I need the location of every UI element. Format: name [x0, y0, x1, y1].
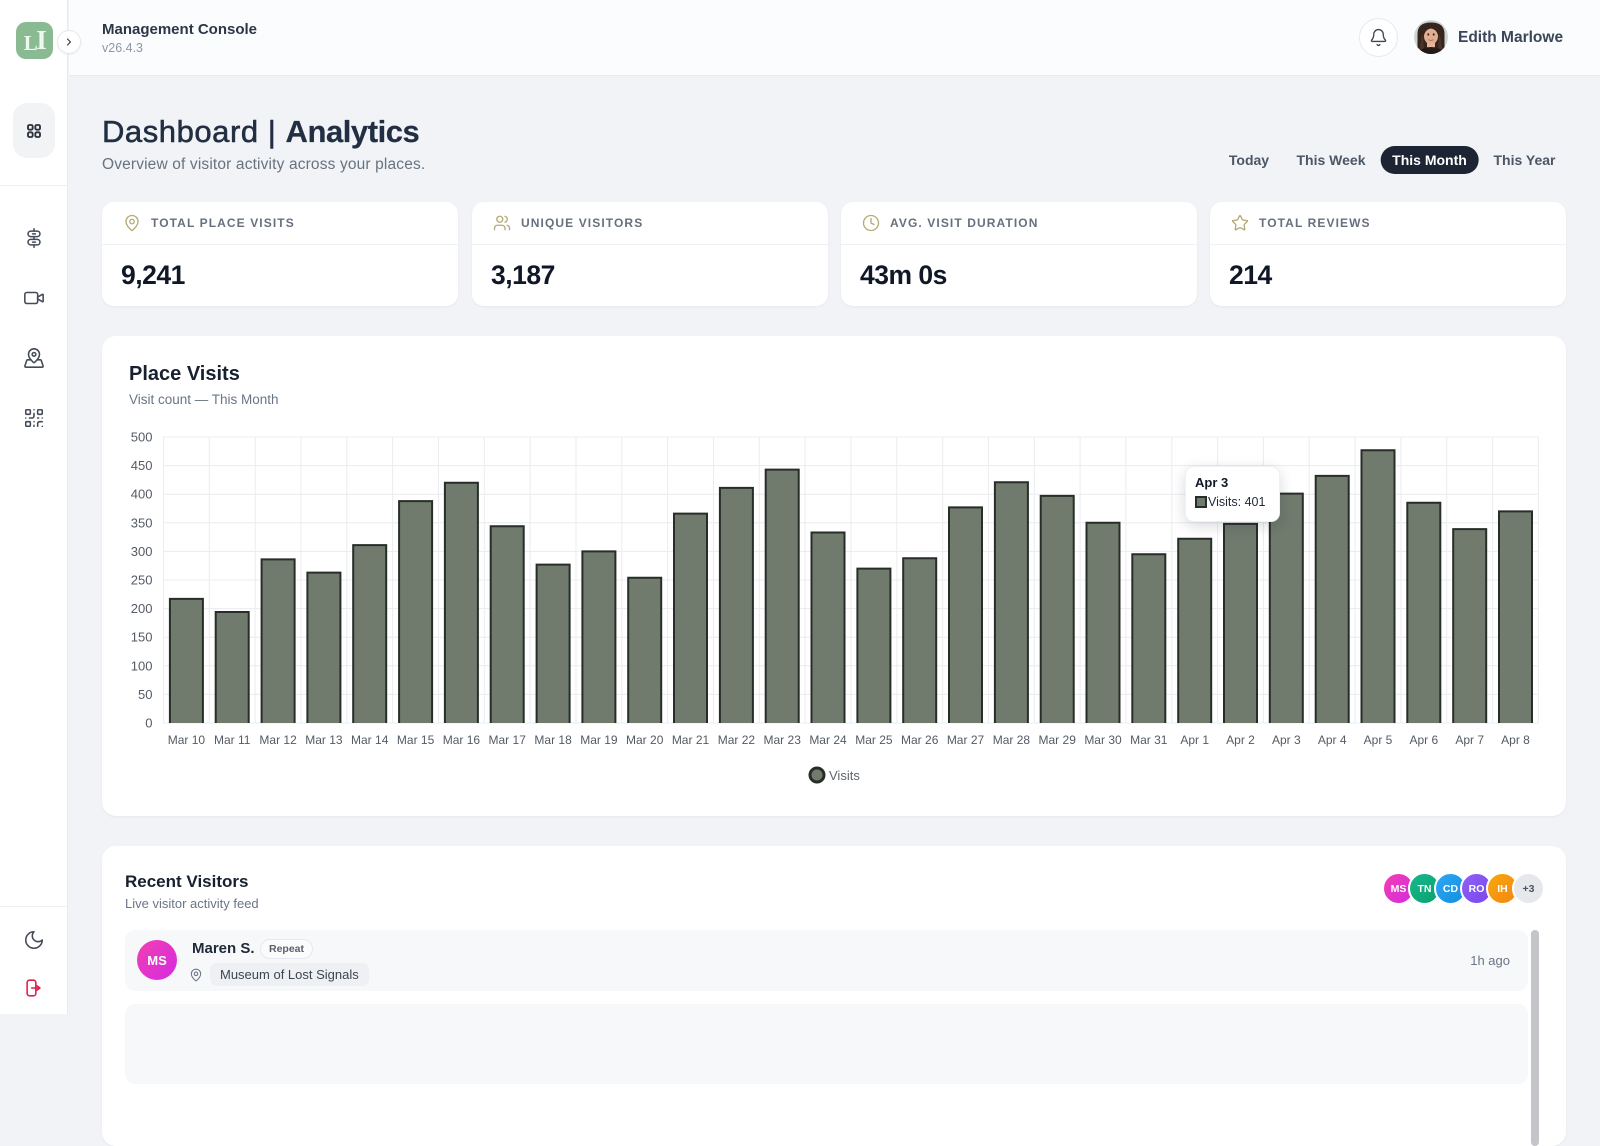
svg-text:Mar 12: Mar 12 [259, 733, 297, 747]
svg-text:Mar 14: Mar 14 [351, 733, 389, 747]
svg-text:Mar 19: Mar 19 [580, 733, 618, 747]
svg-text:300: 300 [131, 544, 153, 559]
svg-text:50: 50 [138, 687, 152, 702]
svg-text:Mar 18: Mar 18 [534, 733, 572, 747]
svg-text:Apr 6: Apr 6 [1409, 733, 1438, 747]
svg-text:100: 100 [131, 658, 153, 673]
svg-text:150: 150 [131, 630, 153, 645]
svg-text:Mar 10: Mar 10 [168, 733, 206, 747]
svg-text:500: 500 [131, 430, 153, 445]
svg-text:Mar 30: Mar 30 [1084, 733, 1122, 747]
svg-text:Mar 16: Mar 16 [443, 733, 481, 747]
svg-text:Mar 28: Mar 28 [993, 733, 1031, 747]
svg-text:Mar 22: Mar 22 [718, 733, 756, 747]
svg-text:250: 250 [131, 573, 153, 588]
svg-text:Apr 5: Apr 5 [1364, 733, 1393, 747]
svg-text:Apr 1: Apr 1 [1180, 733, 1209, 747]
svg-text:Mar 15: Mar 15 [397, 733, 435, 747]
svg-text:Mar 31: Mar 31 [1130, 733, 1168, 747]
svg-text:Apr 4: Apr 4 [1318, 733, 1347, 747]
svg-text:Mar 20: Mar 20 [626, 733, 664, 747]
svg-text:200: 200 [131, 601, 153, 616]
svg-text:Apr 3: Apr 3 [1272, 733, 1301, 747]
svg-text:Mar 11: Mar 11 [214, 733, 251, 747]
svg-text:Mar 23: Mar 23 [764, 733, 802, 747]
svg-text:Apr 8: Apr 8 [1501, 733, 1530, 747]
svg-text:Mar 24: Mar 24 [809, 733, 847, 747]
svg-text:Mar 27: Mar 27 [947, 733, 985, 747]
svg-text:Apr 2: Apr 2 [1226, 733, 1255, 747]
svg-text:Mar 29: Mar 29 [1039, 733, 1077, 747]
svg-text:Mar 25: Mar 25 [855, 733, 893, 747]
svg-text:Mar 26: Mar 26 [901, 733, 939, 747]
svg-text:Apr 7: Apr 7 [1455, 733, 1484, 747]
svg-text:Mar 21: Mar 21 [672, 733, 710, 747]
svg-text:0: 0 [145, 716, 152, 731]
svg-text:Mar 13: Mar 13 [305, 733, 343, 747]
svg-text:400: 400 [131, 487, 153, 502]
svg-text:Visits: Visits [829, 768, 860, 783]
svg-text:Mar 17: Mar 17 [489, 733, 527, 747]
svg-text:350: 350 [131, 515, 153, 530]
svg-text:450: 450 [131, 458, 153, 473]
